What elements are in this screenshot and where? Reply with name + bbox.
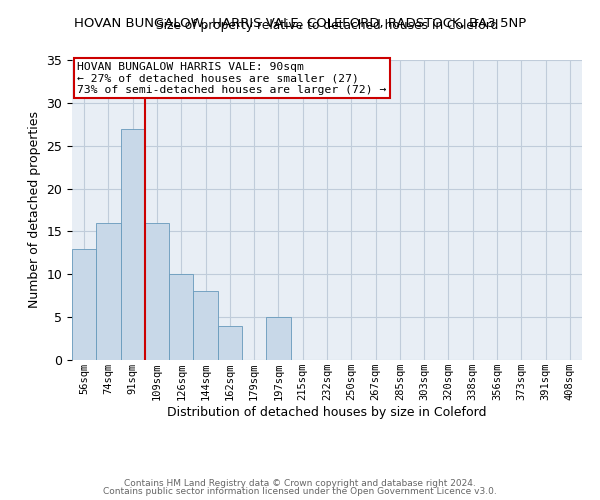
Bar	[145, 223, 169, 360]
Bar	[121, 128, 145, 360]
Bar	[169, 274, 193, 360]
Bar	[96, 223, 121, 360]
Text: HOVAN BUNGALOW, HARRIS VALE, COLEFORD, RADSTOCK, BA3 5NP: HOVAN BUNGALOW, HARRIS VALE, COLEFORD, R…	[74, 18, 526, 30]
Text: Contains HM Land Registry data © Crown copyright and database right 2024.: Contains HM Land Registry data © Crown c…	[124, 478, 476, 488]
Title: Size of property relative to detached houses in Coleford: Size of property relative to detached ho…	[156, 20, 498, 32]
Bar	[218, 326, 242, 360]
Text: Contains public sector information licensed under the Open Government Licence v3: Contains public sector information licen…	[103, 487, 497, 496]
Bar	[266, 317, 290, 360]
Text: HOVAN BUNGALOW HARRIS VALE: 90sqm
← 27% of detached houses are smaller (27)
73% : HOVAN BUNGALOW HARRIS VALE: 90sqm ← 27% …	[77, 62, 386, 94]
X-axis label: Distribution of detached houses by size in Coleford: Distribution of detached houses by size …	[167, 406, 487, 419]
Bar	[72, 248, 96, 360]
Y-axis label: Number of detached properties: Number of detached properties	[28, 112, 41, 308]
Bar	[193, 292, 218, 360]
